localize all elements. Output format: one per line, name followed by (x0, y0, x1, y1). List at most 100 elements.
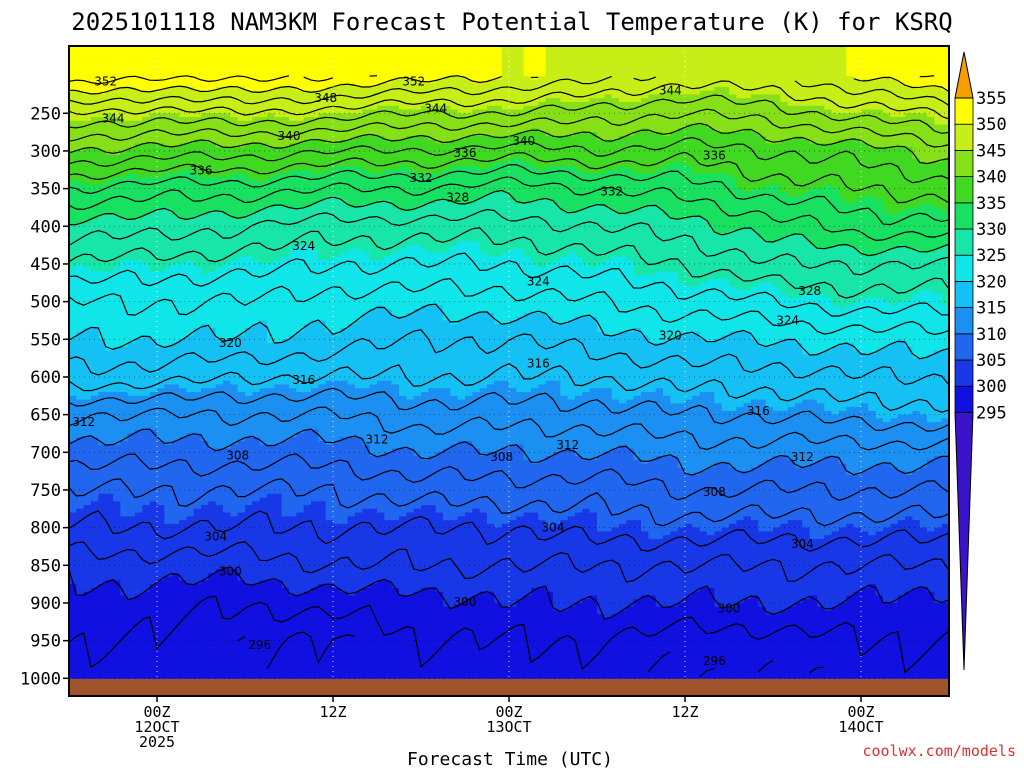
field-cell (274, 214, 283, 220)
field-cell (237, 83, 246, 88)
field-cell (223, 636, 231, 642)
field-cell (69, 282, 77, 288)
field-cell (69, 414, 77, 419)
field-cell (171, 591, 180, 597)
field-cell (267, 241, 275, 246)
field-cell (127, 214, 136, 220)
field-cell (193, 256, 202, 261)
field-cell (274, 263, 283, 269)
field-cell (259, 343, 268, 348)
field-cell (215, 633, 224, 638)
field-cell (193, 546, 202, 551)
field-cell (245, 222, 253, 227)
field-cell (83, 429, 92, 435)
field-cell (274, 339, 283, 344)
field-cell (223, 505, 231, 510)
field-cell (186, 305, 195, 310)
field-cell (142, 629, 151, 634)
field-cell (208, 625, 217, 630)
field-cell (142, 233, 151, 239)
field-cell (215, 565, 224, 570)
field-cell (171, 670, 180, 676)
field-cell (113, 433, 121, 438)
field-cell (193, 327, 202, 333)
field-cell (245, 214, 253, 220)
field-cell (91, 226, 99, 231)
field-cell (237, 120, 246, 126)
field-cell (259, 192, 268, 197)
field-cell (149, 376, 158, 382)
field-cell (149, 316, 158, 322)
field-cell (69, 312, 77, 318)
field-cell (215, 248, 224, 254)
field-cell (245, 463, 253, 468)
field-cell (230, 599, 239, 604)
field-cell (193, 523, 202, 529)
field-cell (76, 294, 85, 299)
field-cell (98, 139, 107, 145)
field-cell (215, 252, 224, 258)
field-cell (76, 365, 85, 371)
field-cell (83, 297, 92, 303)
field-cell (230, 580, 239, 585)
field-cell (171, 245, 180, 250)
field-cell (267, 501, 275, 506)
field-cell (171, 290, 180, 295)
field-cell (259, 166, 268, 171)
field-cell (289, 610, 297, 615)
field-cell (164, 75, 173, 80)
field-cell (179, 305, 187, 310)
field-cell (259, 147, 268, 152)
field-cell (91, 580, 99, 585)
field-cell (142, 124, 151, 129)
field-cell (193, 512, 202, 517)
field-cell (91, 531, 99, 536)
field-cell (164, 659, 173, 664)
field-cell (76, 478, 85, 484)
field-cell (281, 606, 290, 612)
field-cell (245, 478, 253, 484)
field-cell (113, 448, 121, 453)
field-cell (281, 361, 290, 367)
field-cell (105, 75, 114, 80)
field-cell (113, 162, 121, 167)
field-cell (208, 437, 217, 442)
field-cell (245, 474, 253, 480)
field-cell (281, 282, 290, 288)
field-cell (171, 667, 180, 672)
field-cell (281, 324, 290, 329)
field-cell (179, 309, 187, 314)
field-cell (208, 199, 217, 205)
field-cell (135, 312, 143, 318)
field-cell (201, 260, 209, 265)
field-cell (186, 237, 195, 242)
field-cell (142, 305, 151, 310)
field-cell (127, 610, 136, 615)
field-cell (259, 109, 268, 114)
field-cell (164, 105, 173, 111)
field-cell (274, 407, 283, 412)
field-cell (208, 101, 217, 107)
field-cell (69, 199, 77, 205)
field-cell (120, 456, 129, 461)
field-cell (91, 512, 99, 517)
field-cell (215, 425, 224, 431)
field-cell (127, 350, 136, 355)
field-cell (120, 86, 129, 92)
field-cell (201, 271, 209, 276)
field-cell (245, 636, 253, 642)
field-cell (223, 542, 231, 548)
field-cell (171, 505, 180, 510)
field-cell (289, 663, 297, 668)
field-cell (215, 105, 224, 111)
field-cell (274, 418, 283, 423)
field-cell (245, 452, 253, 457)
field-cell (113, 211, 121, 216)
field-cell (149, 324, 158, 329)
field-cell (186, 373, 195, 378)
field-cell (157, 501, 165, 506)
field-cell (274, 482, 283, 487)
field-cell (281, 425, 290, 431)
field-cell (193, 312, 202, 318)
field-cell (208, 587, 217, 593)
